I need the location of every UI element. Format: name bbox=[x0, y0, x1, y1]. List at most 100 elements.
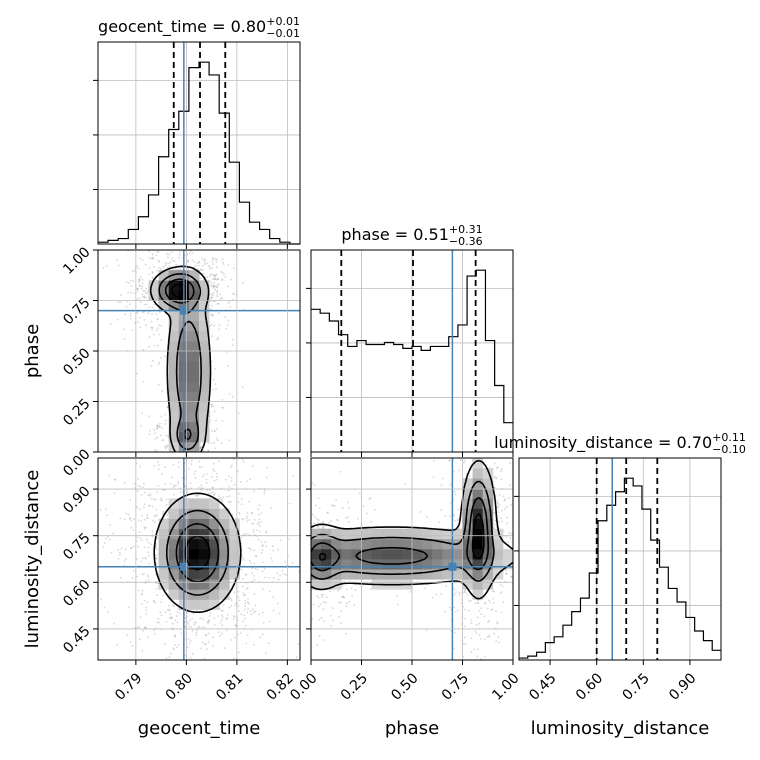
scatter-point bbox=[348, 506, 350, 509]
scatter-point bbox=[242, 556, 244, 559]
scatter-point bbox=[214, 383, 217, 385]
scatter-point bbox=[129, 314, 132, 317]
scatter-point bbox=[453, 647, 456, 650]
scatter-point bbox=[103, 606, 106, 609]
scatter-point bbox=[501, 520, 504, 523]
hist-step-line bbox=[311, 269, 513, 424]
scatter-point bbox=[448, 459, 451, 462]
scatter-point bbox=[226, 324, 229, 326]
density-cell bbox=[188, 340, 200, 352]
scatter-point bbox=[246, 520, 249, 523]
scatter-point bbox=[245, 517, 248, 520]
scatter-point bbox=[255, 554, 258, 557]
scatter-point bbox=[264, 541, 267, 544]
scatter-point bbox=[252, 522, 255, 525]
y-tick-label: 0.45 bbox=[60, 623, 93, 656]
scatter-point bbox=[221, 279, 224, 281]
scatter-point bbox=[143, 503, 146, 506]
scatter-point bbox=[161, 439, 164, 442]
scatter-point bbox=[199, 268, 202, 271]
scatter-point bbox=[145, 606, 148, 609]
scatter-point bbox=[452, 470, 455, 473]
density-cell bbox=[168, 579, 180, 590]
scatter-point bbox=[170, 653, 172, 655]
scatter-point bbox=[221, 258, 224, 261]
scatter-point bbox=[155, 542, 158, 545]
scatter-point bbox=[127, 513, 130, 516]
scatter-point bbox=[210, 360, 213, 363]
scatter-point bbox=[213, 281, 216, 284]
density-cell bbox=[188, 330, 200, 342]
scatter-point bbox=[203, 258, 206, 261]
scatter-point bbox=[139, 275, 142, 278]
scatter-point bbox=[217, 283, 220, 286]
scatter-point bbox=[143, 296, 146, 299]
scatter-point bbox=[212, 493, 215, 496]
scatter-point bbox=[257, 538, 260, 541]
scatter-point bbox=[140, 520, 143, 523]
scatter-point bbox=[162, 489, 165, 492]
scatter-point bbox=[207, 492, 210, 495]
scatter-point bbox=[125, 512, 128, 515]
scatter-point bbox=[174, 635, 177, 638]
scatter-point bbox=[179, 612, 181, 615]
density-cell bbox=[412, 538, 423, 550]
scatter-point bbox=[213, 470, 216, 473]
scatter-point bbox=[330, 520, 332, 522]
scatter-point bbox=[484, 601, 486, 604]
scatter-point bbox=[139, 537, 142, 539]
scatter-point bbox=[186, 260, 189, 263]
scatter-point bbox=[214, 277, 216, 280]
scatter-point bbox=[311, 618, 314, 620]
scatter-point bbox=[323, 620, 326, 623]
density-cell bbox=[462, 508, 473, 519]
density-cell bbox=[401, 548, 413, 560]
scatter-point bbox=[458, 594, 461, 596]
scatter-point bbox=[214, 258, 217, 260]
scatter-point bbox=[130, 291, 132, 294]
density-cell bbox=[199, 310, 210, 322]
title-lower: −0.01 bbox=[266, 27, 300, 40]
scatter-point bbox=[220, 442, 223, 445]
scatter-point bbox=[454, 493, 457, 496]
scatter-point bbox=[468, 609, 470, 612]
scatter-point bbox=[108, 474, 110, 477]
scatter-point bbox=[154, 432, 156, 435]
scatter-point bbox=[454, 591, 457, 594]
hist-step-line bbox=[519, 477, 721, 659]
density-cell bbox=[452, 559, 463, 570]
scatter-point bbox=[174, 619, 177, 622]
title-text: phase = 0.51 bbox=[341, 225, 448, 244]
scatter-point bbox=[161, 594, 164, 597]
density-cell bbox=[472, 498, 484, 509]
scatter-point bbox=[177, 466, 180, 468]
scatter-point bbox=[240, 632, 242, 635]
scatter-point bbox=[341, 595, 343, 598]
scatter-point bbox=[155, 313, 158, 316]
scatter-point bbox=[242, 518, 245, 521]
density-cell bbox=[199, 599, 210, 610]
scatter-point bbox=[374, 508, 376, 511]
scatter-point bbox=[148, 415, 151, 417]
density-cell bbox=[168, 330, 180, 342]
x-tick-label: 1.00 bbox=[489, 670, 522, 703]
scatter-point bbox=[171, 616, 173, 619]
density-cell bbox=[229, 538, 240, 550]
scatter-point bbox=[328, 521, 331, 524]
scatter-point bbox=[158, 383, 160, 386]
scatter-point bbox=[168, 604, 170, 607]
scatter-point bbox=[260, 552, 263, 554]
scatter-point bbox=[154, 514, 157, 517]
scatter-point bbox=[157, 468, 160, 471]
scatter-point bbox=[156, 250, 159, 253]
scatter-point bbox=[260, 512, 263, 514]
x-tick-label: 0.45 bbox=[526, 670, 559, 703]
scatter-point bbox=[198, 460, 201, 463]
scatter-point bbox=[151, 272, 154, 274]
scatter-point bbox=[114, 478, 116, 481]
scatter-point bbox=[163, 643, 166, 645]
scatter-point bbox=[145, 292, 148, 295]
scatter-point bbox=[259, 636, 261, 639]
scatter-point bbox=[322, 527, 324, 530]
density-cell bbox=[188, 411, 200, 423]
